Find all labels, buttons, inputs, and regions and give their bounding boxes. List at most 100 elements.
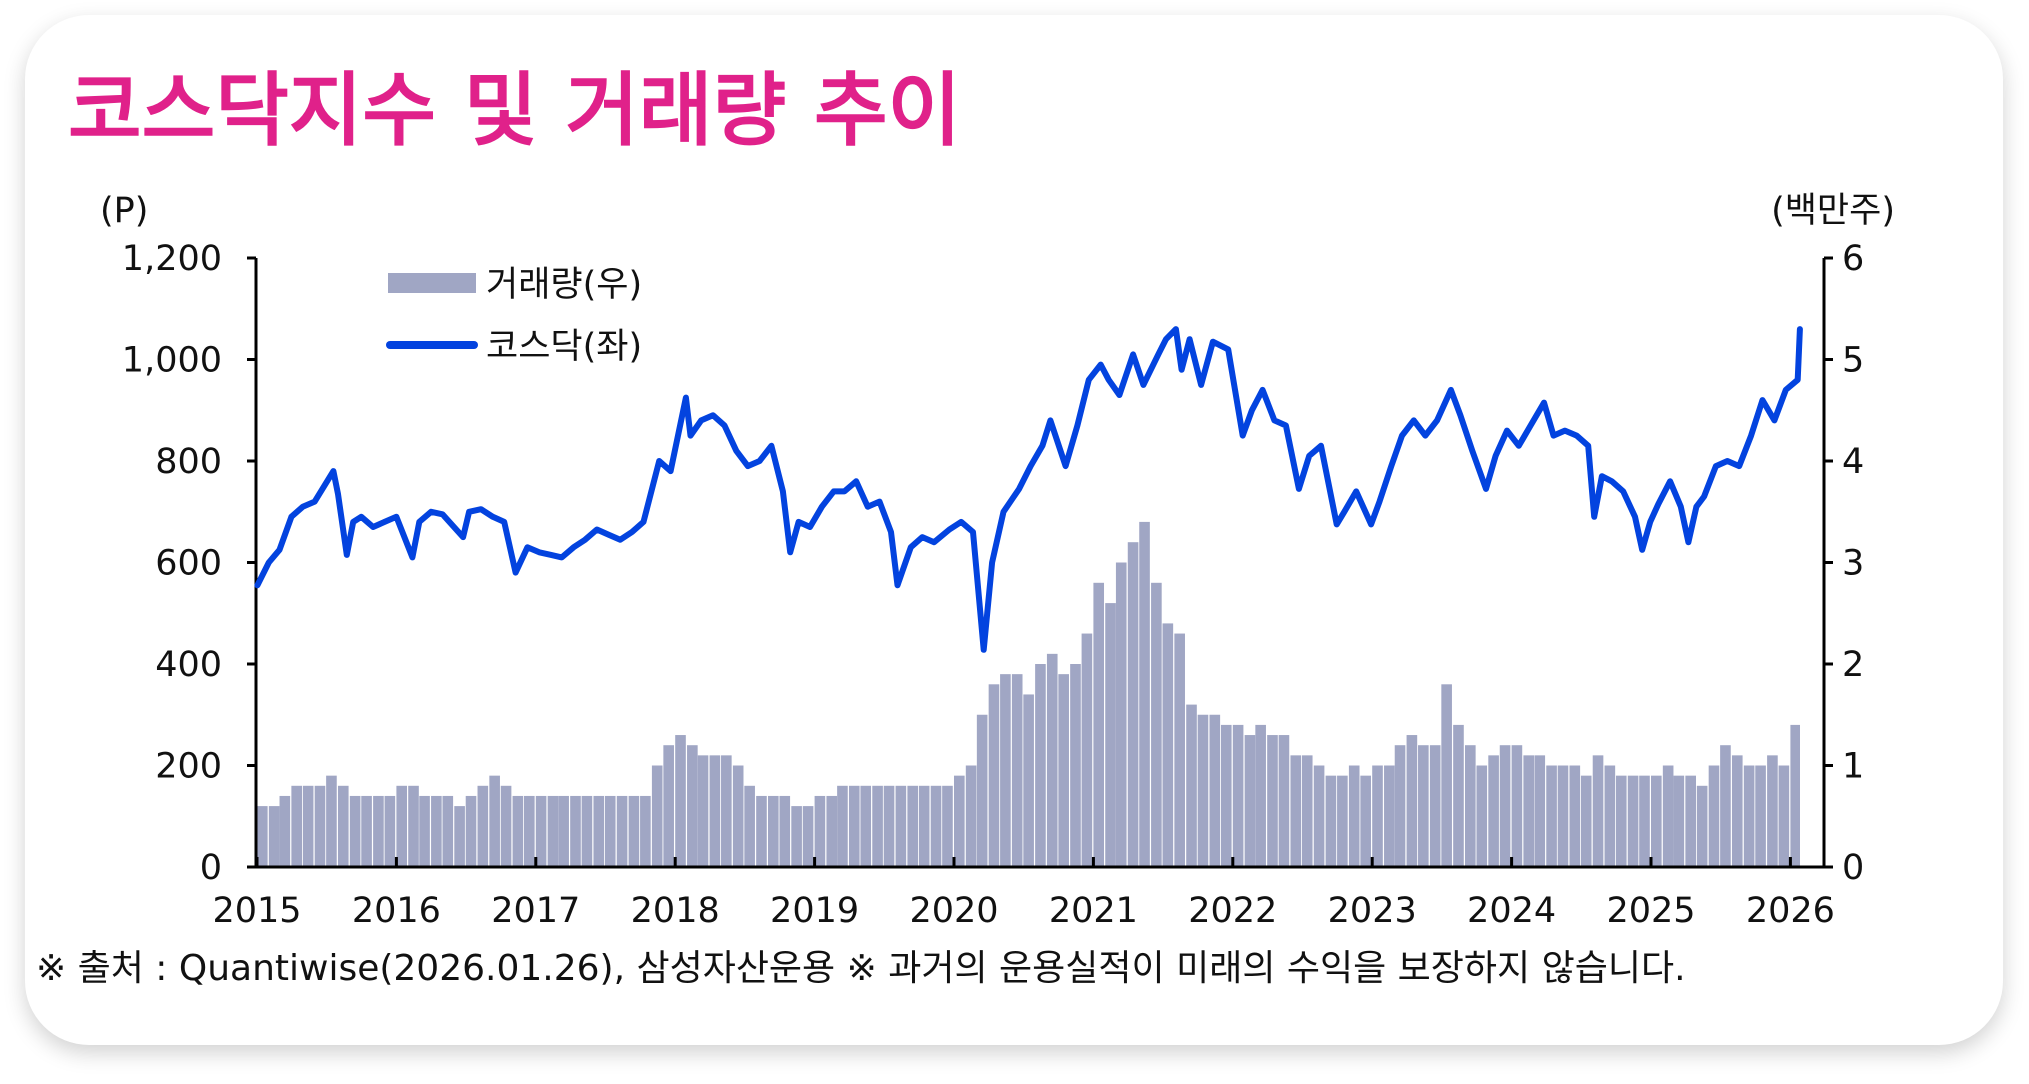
volume-bar — [1557, 765, 1569, 867]
volume-bar — [814, 795, 826, 867]
volume-bar — [1708, 765, 1720, 867]
volume-bar — [709, 755, 721, 867]
right-axis-unit: (백만주) — [1771, 191, 1895, 231]
volume-bar — [965, 765, 977, 867]
volume-bar — [1035, 664, 1046, 867]
volume-bar — [361, 795, 372, 867]
volume-bar — [604, 795, 616, 867]
volume-bar — [500, 785, 512, 867]
volume-bar — [826, 795, 838, 867]
volume-bar — [976, 714, 988, 867]
volume-bar — [465, 795, 477, 867]
x-tick-label: 2023 — [1328, 891, 1417, 931]
volume-bar — [1639, 775, 1650, 867]
volume-bar — [1592, 755, 1604, 867]
volume-bar — [802, 806, 814, 867]
volume-bar — [1023, 694, 1034, 867]
legend-label-volume: 거래량(우) — [486, 265, 642, 305]
x-tick-label: 2019 — [770, 891, 859, 931]
left-axis-unit: (P) — [100, 191, 148, 231]
left-tick-label: 1,000 — [122, 341, 222, 381]
volume-bar — [1731, 755, 1743, 867]
volume-bar — [1685, 775, 1696, 867]
volume-bar — [547, 795, 559, 867]
volume-bar — [651, 765, 663, 867]
volume-bar — [408, 785, 419, 867]
right-tick-label: 4 — [1842, 442, 1864, 482]
volume-bar — [1139, 521, 1150, 867]
volume-bar — [326, 775, 337, 867]
volume-bar — [257, 806, 268, 867]
right-tick-label: 1 — [1842, 747, 1864, 787]
volume-bar — [791, 806, 802, 867]
volume-bar — [1767, 755, 1778, 867]
volume-bar — [1615, 775, 1627, 867]
volume-bar — [419, 795, 430, 867]
volume-bar — [1209, 714, 1221, 867]
volume-bar — [1453, 724, 1464, 867]
volume-bar — [384, 795, 396, 867]
right-tick-label: 5 — [1842, 341, 1864, 381]
volume-bar — [1534, 755, 1546, 867]
volume-bar — [768, 795, 779, 867]
volume-bar — [1174, 633, 1185, 867]
volume-bar — [1127, 542, 1139, 867]
volume-bar — [1627, 775, 1639, 867]
volume-bar — [1301, 755, 1313, 867]
volume-bar — [349, 795, 361, 867]
volume-bar — [1406, 735, 1418, 867]
volume-bar — [1384, 765, 1395, 867]
volume-bar — [1441, 684, 1452, 867]
volume-bar — [302, 785, 314, 867]
volume-bar — [779, 795, 791, 867]
volume-bar — [1220, 724, 1232, 867]
x-tick-label: 2021 — [1049, 891, 1138, 931]
x-tick-label: 2017 — [491, 891, 580, 931]
footer-source-note: ※ 출처 : Quantiwise(2026.01.26), 삼성자산운용 ※ … — [36, 948, 1686, 989]
volume-bar — [431, 795, 442, 867]
left-tick-label: 800 — [155, 442, 222, 482]
volume-bar — [1580, 775, 1592, 867]
volume-bars — [257, 521, 1800, 867]
volume-bar — [1186, 704, 1197, 867]
volume-bar — [1070, 664, 1081, 867]
volume-bar — [721, 755, 732, 867]
volume-bar — [988, 684, 1000, 867]
volume-bar — [1755, 765, 1766, 867]
volume-bar — [848, 785, 860, 867]
volume-bar — [535, 795, 547, 867]
volume-bar — [860, 785, 872, 867]
volume-bar — [732, 765, 744, 867]
x-tick-label: 2016 — [352, 891, 441, 931]
volume-bar — [918, 785, 930, 867]
volume-bar — [756, 795, 767, 867]
volume-bar — [1081, 633, 1093, 867]
volume-bar — [1255, 724, 1266, 867]
volume-bar — [954, 775, 965, 867]
volume-bar — [744, 785, 755, 867]
x-tick-label: 2015 — [212, 891, 301, 931]
volume-bar — [1696, 785, 1708, 867]
volume-bar — [268, 806, 280, 867]
volume-bar — [593, 795, 605, 867]
right-tick-label: 3 — [1842, 544, 1864, 584]
volume-bar — [1151, 582, 1162, 867]
volume-bar — [1546, 765, 1557, 867]
volume-bar — [1372, 765, 1383, 867]
volume-bar — [1673, 775, 1685, 867]
x-tick-label: 2018 — [631, 891, 720, 931]
volume-bar — [1278, 735, 1290, 867]
volume-bar — [1720, 745, 1731, 867]
volume-bar — [442, 795, 454, 867]
volume-bar — [1093, 582, 1105, 867]
volume-bar — [1488, 755, 1499, 867]
volume-bar — [1325, 775, 1337, 867]
volume-bar — [616, 795, 628, 867]
legend: 거래량(우) 코스닥(좌) — [386, 265, 642, 367]
volume-bar — [675, 735, 686, 867]
chart-title: 코스닥지수 및 거래량 추이 — [68, 64, 961, 157]
volume-bar — [1244, 735, 1256, 867]
left-tick-label: 400 — [155, 645, 222, 685]
volume-bar — [1348, 765, 1360, 867]
volume-bar — [907, 785, 919, 867]
